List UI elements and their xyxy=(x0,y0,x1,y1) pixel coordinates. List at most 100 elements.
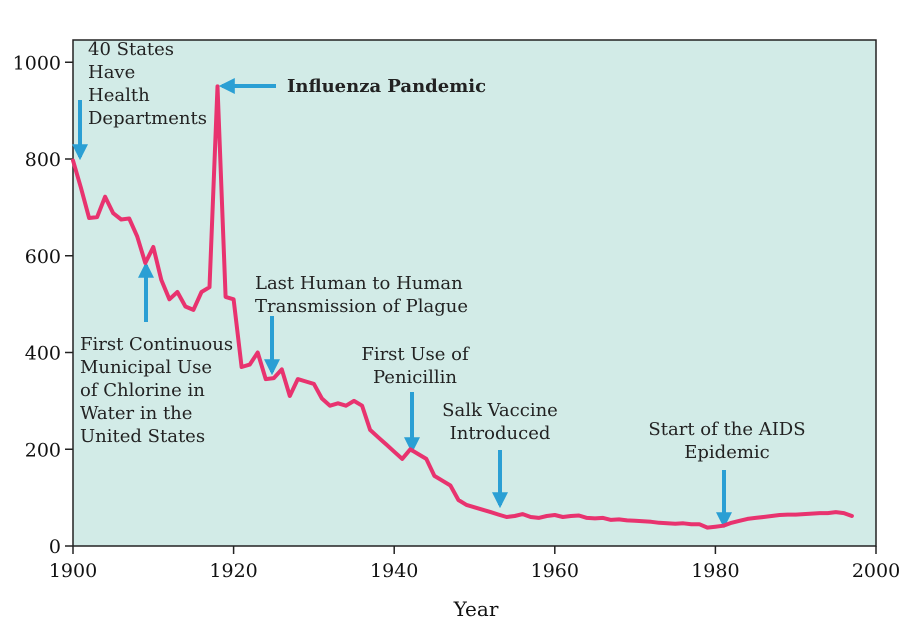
data-point xyxy=(609,518,613,522)
data-point xyxy=(794,513,798,517)
annotation-label: Influenza Pandemic xyxy=(287,76,486,97)
annotation: First Use of Penicillin xyxy=(361,344,470,454)
data-point xyxy=(103,195,107,199)
data-point xyxy=(649,520,653,524)
data-point xyxy=(480,508,485,512)
data-point xyxy=(224,295,228,299)
data-point xyxy=(625,518,629,523)
data-point xyxy=(448,483,452,488)
x-axis: 1900 1920 1940 1960 1980 2000 xyxy=(49,546,900,582)
data-point xyxy=(850,514,854,518)
data-point xyxy=(561,515,565,519)
data-point xyxy=(408,447,412,451)
data-point xyxy=(135,234,139,238)
data-point xyxy=(802,512,806,516)
data-point xyxy=(440,479,444,483)
annotation: Start of the AIDS Epidemic xyxy=(648,419,806,529)
data-point xyxy=(376,435,380,439)
data-point xyxy=(770,514,774,518)
data-point xyxy=(296,377,300,381)
annotation: First Continuous Municipal Use of Chlorine… xyxy=(80,261,233,447)
data-point xyxy=(127,216,131,221)
data-point xyxy=(472,505,477,509)
data-point xyxy=(424,457,428,461)
y-tick-label: 600 xyxy=(25,246,61,268)
data-point xyxy=(633,519,637,523)
x-tick-label: 2000 xyxy=(852,560,900,582)
annotation-label: 40 States Have Health Departments xyxy=(88,39,207,129)
data-points xyxy=(71,84,854,530)
annotation-label: First Continuous Municipal Use of Chlorine… xyxy=(80,334,233,447)
y-tick-label: 400 xyxy=(25,343,61,365)
data-point xyxy=(352,399,356,403)
data-point xyxy=(304,379,308,384)
data-point xyxy=(175,290,179,294)
data-point xyxy=(328,404,332,408)
x-tick-label: 1980 xyxy=(691,560,739,582)
data-point xyxy=(183,304,187,309)
data-point xyxy=(521,512,525,516)
data-point xyxy=(87,216,91,220)
data-point xyxy=(248,363,252,367)
x-tick-label: 1940 xyxy=(370,560,418,582)
data-point xyxy=(111,211,115,215)
data-point xyxy=(842,511,846,515)
data-point xyxy=(513,514,517,518)
annotation-label: Salk Vaccine Introduced xyxy=(442,400,558,444)
data-point xyxy=(207,285,212,289)
data-point xyxy=(489,510,493,514)
data-point xyxy=(119,217,123,222)
data-point xyxy=(215,84,220,88)
data-point xyxy=(737,519,742,523)
annotation-label: First Use of Penicillin xyxy=(361,344,470,388)
data-point xyxy=(705,526,710,530)
annotation: 40 States Have Health Departments xyxy=(72,39,207,161)
data-point xyxy=(344,404,348,408)
data-point xyxy=(312,382,316,386)
data-point xyxy=(593,516,597,521)
y-axis: 0 200 400 600 800 1000 xyxy=(13,52,73,558)
data-point xyxy=(240,365,244,369)
data-point xyxy=(577,513,581,518)
data-point xyxy=(360,404,364,408)
data-point xyxy=(762,515,766,519)
y-tick-label: 800 xyxy=(25,149,61,171)
data-point xyxy=(368,428,372,432)
data-point xyxy=(753,516,758,520)
data-point xyxy=(585,516,589,520)
data-point xyxy=(657,521,661,525)
data-point xyxy=(232,297,236,301)
data-point xyxy=(681,521,685,525)
annotation: Influenza Pandemic xyxy=(218,76,486,97)
data-point xyxy=(191,308,195,312)
data-point xyxy=(569,514,573,518)
y-tick-label: 0 xyxy=(49,536,61,558)
data-point xyxy=(71,158,75,163)
data-point xyxy=(320,396,324,401)
data-point xyxy=(392,450,396,454)
data-point xyxy=(497,513,501,517)
data-point xyxy=(673,522,677,526)
data-point xyxy=(464,503,469,507)
data-point xyxy=(641,519,645,523)
data-point xyxy=(834,510,838,514)
data-point xyxy=(721,524,726,528)
data-point xyxy=(713,525,718,529)
data-point xyxy=(95,215,99,219)
data-point xyxy=(553,513,557,517)
data-point xyxy=(505,515,509,519)
y-tick-label: 200 xyxy=(25,439,61,461)
data-point xyxy=(167,297,171,301)
data-point xyxy=(617,517,621,522)
annotation: Last Human to Human Transmission of Plagu… xyxy=(255,273,468,376)
data-point xyxy=(384,442,388,446)
annotation-label: Start of the AIDS Epidemic xyxy=(648,419,805,463)
data-point xyxy=(537,516,541,520)
x-axis-title: Year xyxy=(453,597,499,621)
x-tick-label: 1900 xyxy=(49,560,97,582)
data-point xyxy=(264,377,268,381)
data-point xyxy=(400,457,404,461)
data-point xyxy=(529,515,533,519)
data-point xyxy=(697,522,701,526)
